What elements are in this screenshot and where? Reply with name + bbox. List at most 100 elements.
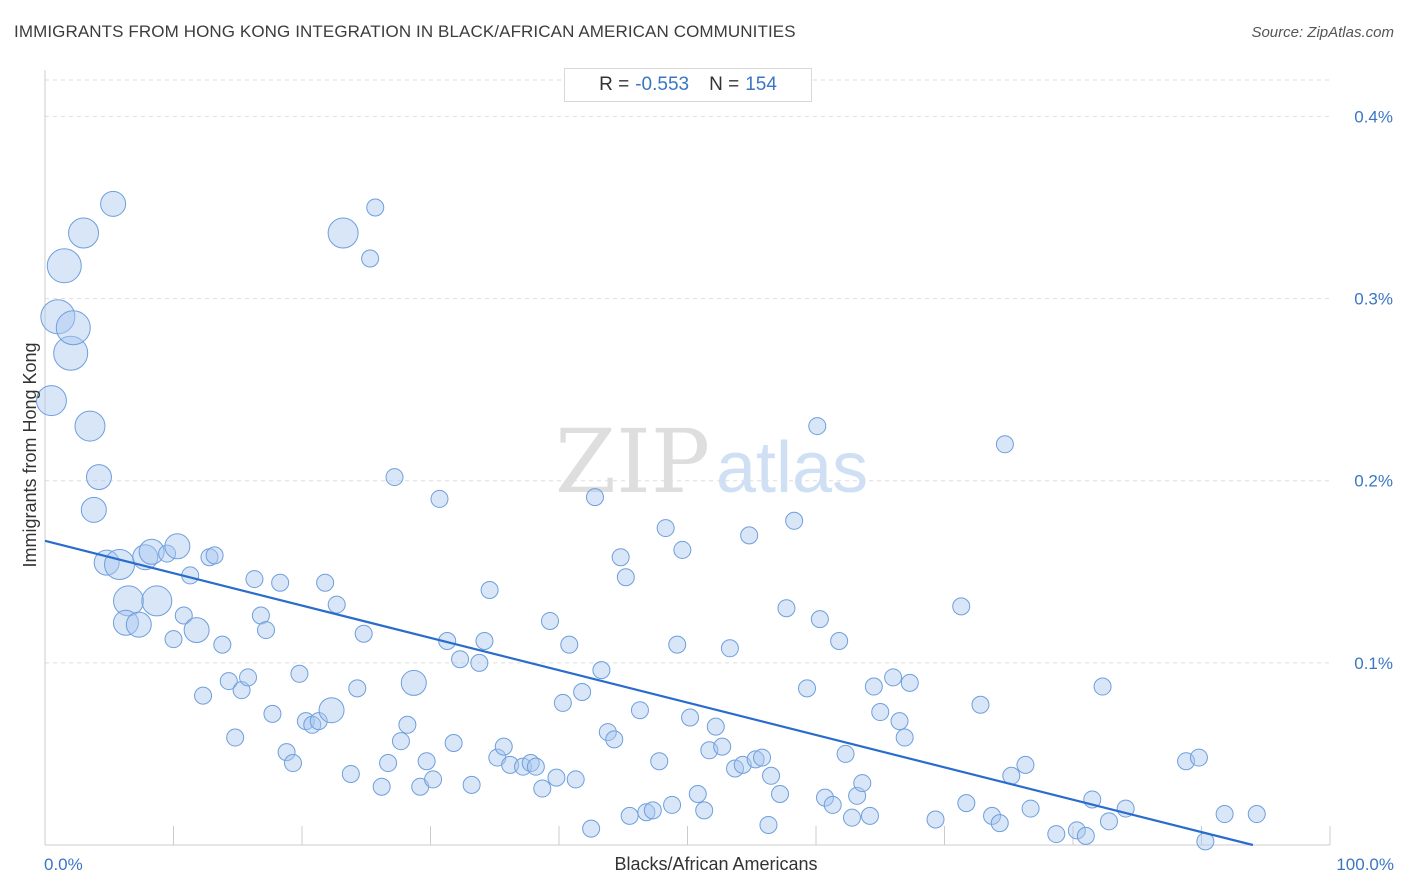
data-point-76 [541, 611, 560, 630]
data-point-21 [174, 606, 193, 625]
data-point-20 [164, 533, 191, 560]
data-point-79 [560, 635, 579, 654]
data-point-19 [164, 630, 183, 649]
data-point-57 [400, 669, 427, 696]
r-label: R = [599, 74, 630, 95]
data-point-115 [798, 679, 817, 698]
data-point-56 [398, 715, 417, 734]
data-point-92 [643, 801, 662, 820]
data-point-97 [673, 540, 692, 559]
data-point-10 [93, 549, 120, 576]
data-point-132 [926, 810, 945, 829]
data-point-85 [598, 723, 617, 742]
data-point-78 [553, 693, 572, 712]
data-point-17 [141, 585, 173, 617]
data-point-48 [348, 679, 367, 698]
data-point-107 [740, 526, 759, 545]
data-point-26 [205, 546, 224, 565]
x-tick-label-max: 100.0% [1336, 855, 1394, 874]
data-point-64 [451, 650, 470, 669]
data-point-91 [637, 803, 656, 822]
data-point-53 [379, 754, 398, 773]
data-point-147 [1099, 812, 1118, 831]
data-point-34 [257, 621, 276, 640]
data-point-38 [284, 754, 303, 773]
data-point-84 [592, 661, 611, 680]
data-point-33 [251, 606, 270, 625]
data-point-104 [720, 639, 739, 658]
data-point-2 [46, 248, 82, 284]
data-point-126 [864, 677, 883, 696]
data-points [35, 190, 1266, 851]
data-point-4 [55, 310, 91, 346]
y-tick-label-3: 0.4% [1354, 107, 1393, 126]
data-point-130 [895, 728, 914, 747]
data-point-138 [995, 435, 1014, 454]
data-point-125 [860, 806, 879, 825]
data-point-83 [585, 488, 604, 507]
data-point-65 [462, 775, 481, 794]
data-point-68 [480, 581, 499, 599]
data-point-35 [263, 704, 282, 723]
data-point-51 [366, 198, 385, 217]
data-point-89 [620, 806, 639, 825]
data-point-136 [983, 806, 1002, 825]
data-point-127 [871, 703, 890, 722]
data-point-6 [74, 410, 106, 442]
data-point-110 [759, 815, 778, 834]
data-point-103 [713, 737, 732, 756]
data-point-113 [777, 599, 796, 618]
data-point-87 [611, 548, 630, 567]
data-point-137 [990, 814, 1009, 833]
r-value: -0.553 [635, 74, 690, 95]
data-point-14 [125, 611, 152, 638]
data-point-61 [430, 489, 449, 508]
data-point-5 [68, 217, 100, 249]
data-point-144 [1076, 826, 1095, 845]
data-point-119 [823, 795, 842, 814]
data-point-54 [385, 468, 404, 487]
data-point-100 [695, 801, 714, 820]
watermark-zip: ZIP [555, 410, 710, 513]
data-point-111 [762, 766, 781, 785]
data-point-108 [746, 750, 765, 769]
data-point-133 [952, 597, 971, 616]
data-point-140 [1016, 755, 1035, 774]
chart-title: IMMIGRANTS FROM HONG KONG INTEGRATION IN… [14, 22, 796, 41]
data-point-80 [566, 770, 585, 789]
data-point-121 [836, 744, 855, 763]
x-tick-label-min: 0.0% [44, 855, 83, 874]
data-point-42 [309, 712, 328, 731]
data-point-3 [53, 335, 89, 371]
data-point-37 [277, 743, 296, 762]
data-point-31 [239, 668, 258, 687]
data-point-11 [104, 549, 136, 580]
data-point-44 [318, 697, 345, 724]
data-point-146 [1093, 677, 1112, 696]
data-point-99 [688, 785, 707, 803]
data-point-134 [957, 794, 976, 813]
data-point-67 [475, 632, 494, 650]
data-point-77 [547, 768, 566, 787]
data-point-90 [630, 701, 649, 720]
data-point-114 [785, 511, 804, 530]
data-point-36 [271, 573, 290, 592]
data-point-45 [327, 595, 346, 614]
data-point-39 [290, 664, 309, 683]
data-point-96 [668, 635, 687, 654]
data-point-102 [706, 717, 725, 736]
data-point-128 [884, 668, 903, 687]
data-point-29 [226, 728, 245, 747]
data-point-81 [573, 683, 592, 701]
data-point-109 [753, 748, 772, 767]
gridlines [45, 79, 1330, 664]
data-point-24 [194, 686, 213, 705]
source-label: Source: ZipAtlas.com [1251, 24, 1394, 41]
n-value: 154 [745, 74, 777, 95]
data-point-88 [616, 568, 635, 587]
data-point-112 [771, 785, 790, 803]
data-point-74 [526, 757, 545, 776]
data-point-7 [85, 464, 112, 491]
data-point-143 [1067, 821, 1086, 840]
